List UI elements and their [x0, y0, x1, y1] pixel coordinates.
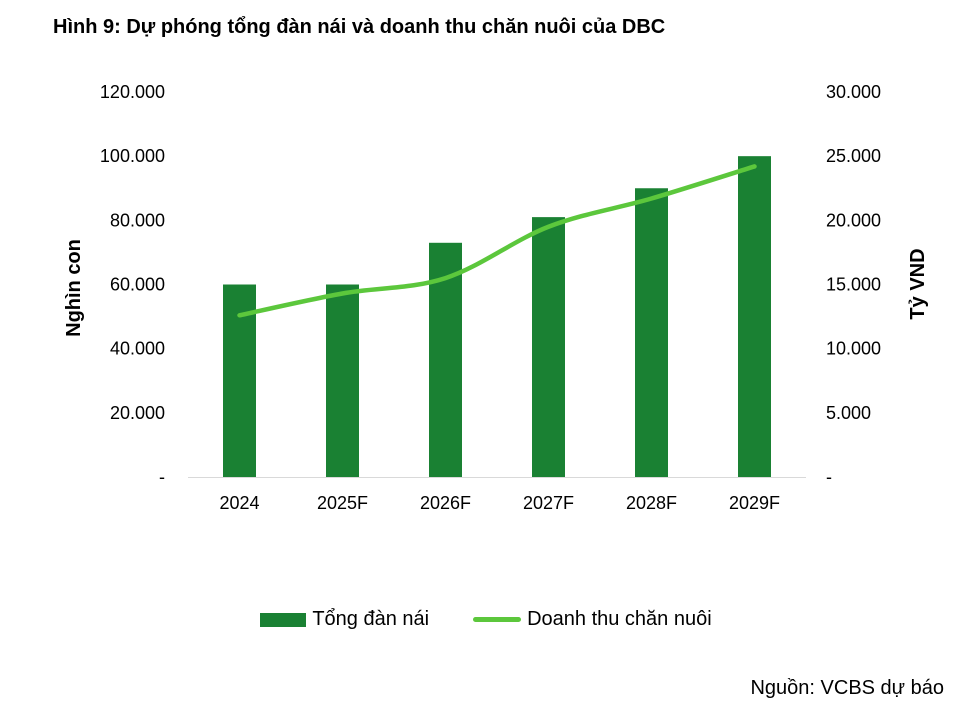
x-tick-label: 2028F [626, 493, 677, 513]
series-line-doanh-thu [237, 164, 757, 318]
x-tick-label: 2027F [523, 493, 574, 513]
y-tick-label: 40.000 [110, 339, 165, 359]
y-tick-label: 60.000 [110, 275, 165, 295]
y-tick-label: - [159, 467, 165, 487]
y2-tick-label: - [826, 467, 832, 487]
y-tick-label: 20.000 [110, 403, 165, 423]
x-tick-label: 2024 [219, 493, 259, 513]
y2-tick-label: 15.000 [826, 275, 881, 295]
legend-line-swatch [473, 617, 522, 622]
x-tick-label: 2029F [729, 493, 780, 513]
bar [532, 217, 565, 477]
y2-tick-label: 10.000 [826, 339, 881, 359]
y2-tick-label: 5.000 [826, 403, 871, 423]
x-tick-label: 2026F [420, 493, 471, 513]
y2-tick-label: 20.000 [826, 210, 881, 230]
legend-label-line: Doanh thu chăn nuôi [527, 608, 712, 630]
legend: Tổng đàn nái Doanh thu chăn nuôi [0, 608, 972, 631]
y2-axis-title: Tỷ VND [907, 248, 929, 319]
source-note: Nguồn: VCBS dự báo [750, 677, 944, 699]
legend-item-line: Doanh thu chăn nuôi [473, 608, 712, 631]
y-axis-title: Nghìn con [63, 239, 85, 337]
y2-tick-label: 25.000 [826, 146, 881, 166]
chart-title: Hình 9: Dự phóng tổng đàn nái và doanh t… [53, 16, 666, 38]
bar [738, 156, 771, 477]
x-tick-label: 2025F [317, 493, 368, 513]
legend-label-bars: Tổng đàn nái [312, 608, 430, 630]
y-tick-label: 80.000 [110, 210, 165, 230]
bar [635, 188, 668, 477]
y-tick-label: 100.000 [100, 146, 165, 166]
bar [326, 284, 359, 477]
y2-tick-label: 30.000 [826, 82, 881, 102]
legend-item-bars: Tổng đàn nái [260, 608, 429, 631]
legend-bar-swatch [260, 612, 307, 627]
chart-plot: - 20.000 40.000 60.000 80.000 100.000 120.000 -… [63, 82, 929, 513]
y-tick-label: 120.000 [100, 82, 165, 102]
